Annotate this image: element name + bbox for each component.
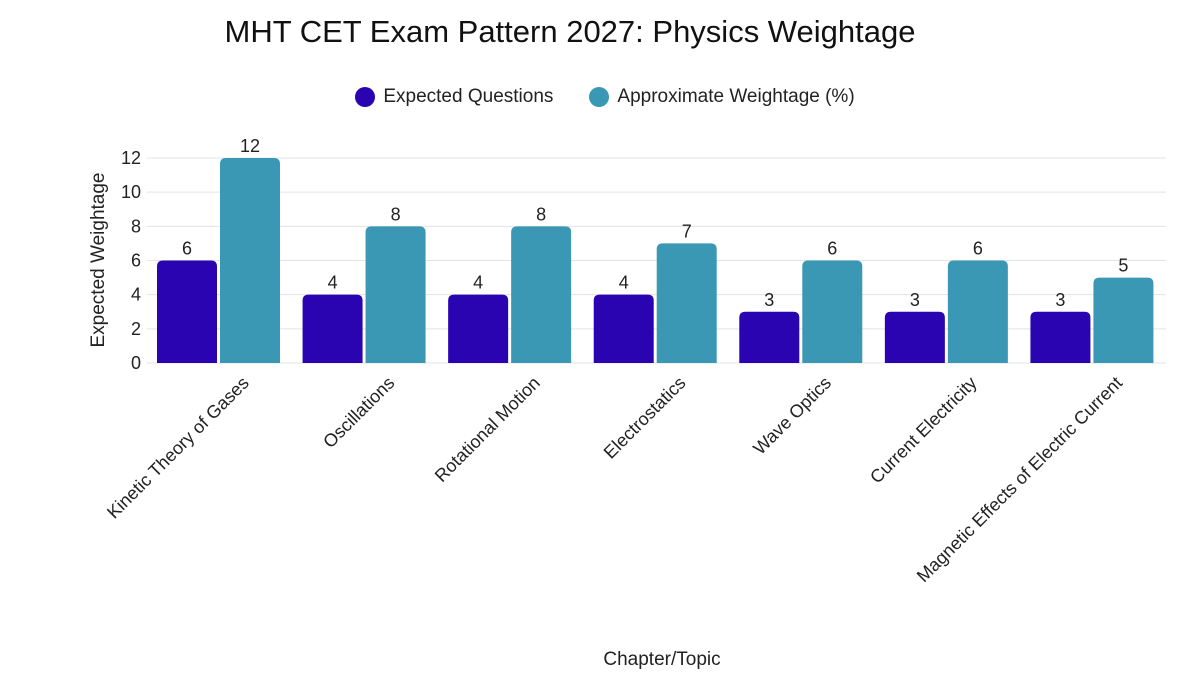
y-tick-label-6: 6 <box>131 251 141 271</box>
y-axis-title: Expected Weightage <box>88 173 109 348</box>
legend-item-expected-questions[interactable]: Expected Questions <box>355 86 553 108</box>
data-label-expected-questions-kinetic-theory-of-gases: 6 <box>182 239 192 259</box>
data-label-expected-questions-magnetic-effects-of-electric-current: 3 <box>1055 290 1065 310</box>
x-category-label-oscillations: Oscillations <box>319 373 398 452</box>
data-label-approximate-weightage-wave-optics: 6 <box>827 239 837 259</box>
data-label-expected-questions-wave-optics: 3 <box>764 290 774 310</box>
data-labels: 6 12 4 8 4 8 4 7 3 6 3 6 3 5 <box>182 136 1128 310</box>
x-category-label-wave-optics: Wave Optics <box>749 373 835 459</box>
bar-expected-questions-kinetic-theory-of-gases[interactable] <box>157 260 217 364</box>
bar-expected-questions-magnetic-effects-of-electric-current[interactable] <box>1030 311 1091 363</box>
y-tick-label-4: 4 <box>131 285 141 305</box>
bar-expected-questions-electrostatics[interactable] <box>593 294 654 363</box>
data-label-approximate-weightage-rotational-motion: 8 <box>536 204 546 224</box>
x-category-label-kinetic-theory-of-gases: Kinetic Theory of Gases <box>103 373 253 523</box>
legend: Expected Questions Approximate Weightage… <box>0 86 1200 108</box>
y-tick-label-12: 12 <box>121 148 141 168</box>
bar-expected-questions-oscillations[interactable] <box>302 294 363 363</box>
data-label-approximate-weightage-current-electricity: 6 <box>973 239 983 259</box>
data-label-expected-questions-rotational-motion: 4 <box>473 273 483 293</box>
data-label-expected-questions-electrostatics: 4 <box>619 273 629 293</box>
x-category-label-current-electricity: Current Electricity <box>866 373 981 488</box>
chart-title: MHT CET Exam Pattern 2027: Physics Weigh… <box>224 14 916 49</box>
bar-expected-questions-current-electricity[interactable] <box>884 311 945 363</box>
bar-approximate-weightage-wave-optics[interactable] <box>802 260 863 364</box>
y-tick-label-10: 10 <box>121 182 141 202</box>
x-axis-title: Chapter/Topic <box>603 649 720 670</box>
bar-approximate-weightage-magnetic-effects-of-electric-current[interactable] <box>1093 277 1154 363</box>
data-label-approximate-weightage-magnetic-effects-of-electric-current: 5 <box>1118 256 1128 276</box>
gridlines <box>147 157 1166 364</box>
bar-expected-questions-wave-optics[interactable] <box>739 311 800 363</box>
data-label-expected-questions-current-electricity: 3 <box>910 290 920 310</box>
legend-swatch-approximate-weightage <box>589 87 610 107</box>
data-label-approximate-weightage-electrostatics: 7 <box>682 221 692 241</box>
data-label-approximate-weightage-oscillations: 8 <box>391 204 401 224</box>
data-label-approximate-weightage-kinetic-theory-of-gases: 12 <box>240 136 260 156</box>
bar-approximate-weightage-oscillations[interactable] <box>365 226 426 363</box>
data-label-expected-questions-oscillations: 4 <box>328 273 338 293</box>
y-tick-label-8: 8 <box>131 216 141 236</box>
x-axis-categories: Kinetic Theory of Gases Oscillations Rotat… <box>103 373 1126 586</box>
bar-approximate-weightage-current-electricity[interactable] <box>947 260 1008 364</box>
y-tick-label-2: 2 <box>131 319 141 339</box>
legend-item-approximate-weightage[interactable]: Approximate Weightage (%) <box>589 86 855 108</box>
x-category-label-rotational-motion: Rotational Motion <box>431 373 544 486</box>
legend-label-approximate-weightage: Approximate Weightage (%) <box>617 86 855 107</box>
y-axis-ticks: 0 2 4 6 8 10 12 <box>121 148 141 373</box>
bar-approximate-weightage-rotational-motion[interactable] <box>511 226 572 363</box>
y-tick-label-0: 0 <box>131 353 141 373</box>
bar-approximate-weightage-kinetic-theory-of-gases[interactable] <box>220 158 280 363</box>
bars <box>157 158 1154 364</box>
bar-approximate-weightage-electrostatics[interactable] <box>656 243 717 363</box>
legend-swatch-expected-questions <box>355 87 376 107</box>
legend-label-expected-questions: Expected Questions <box>383 86 554 107</box>
bar-expected-questions-rotational-motion[interactable] <box>448 294 509 363</box>
x-category-label-electrostatics: Electrostatics <box>600 373 690 463</box>
